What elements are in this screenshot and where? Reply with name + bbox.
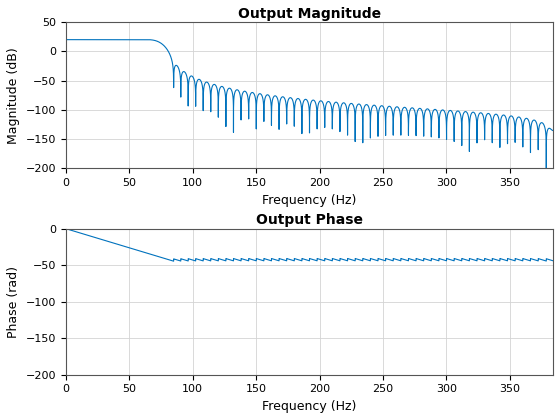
X-axis label: Frequency (Hz): Frequency (Hz) <box>262 194 357 207</box>
Title: Output Magnitude: Output Magnitude <box>238 7 381 21</box>
Y-axis label: Magnitude (dB): Magnitude (dB) <box>7 47 20 144</box>
Title: Output Phase: Output Phase <box>256 213 363 228</box>
X-axis label: Frequency (Hz): Frequency (Hz) <box>262 400 357 413</box>
Y-axis label: Phase (rad): Phase (rad) <box>7 266 20 338</box>
